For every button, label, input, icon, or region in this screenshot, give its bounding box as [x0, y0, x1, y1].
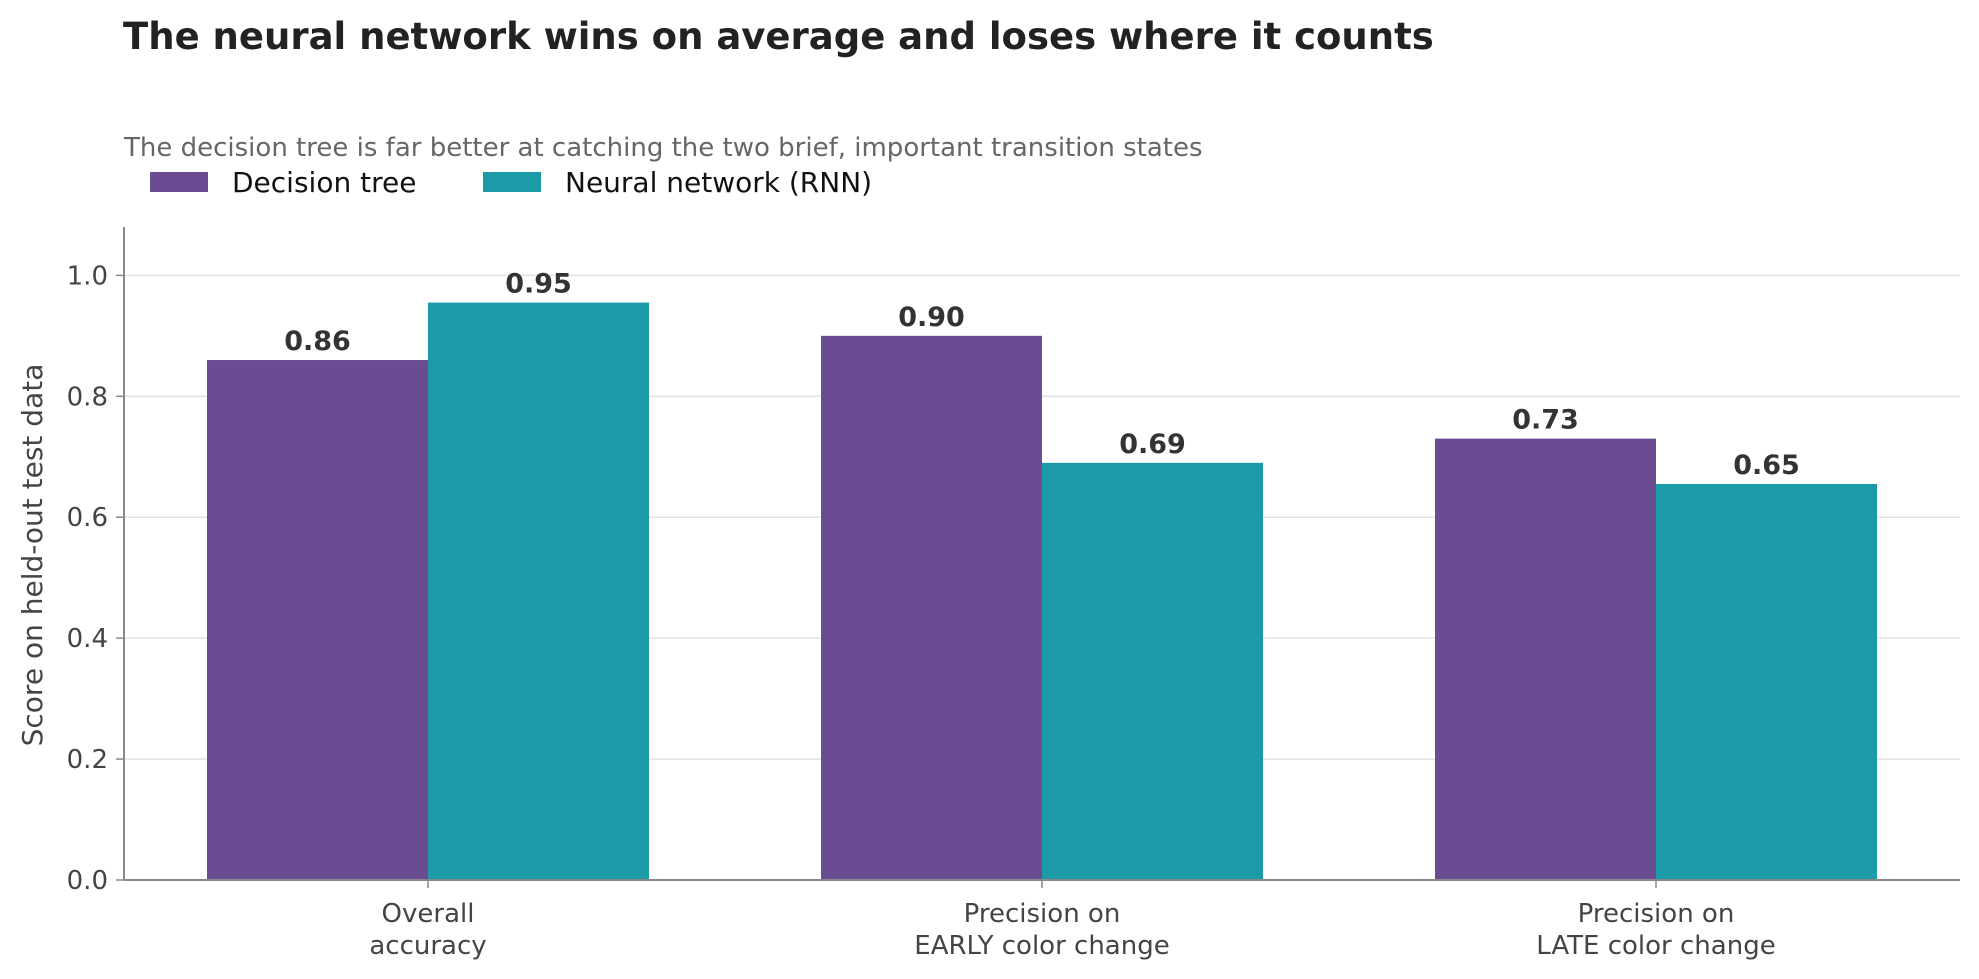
legend-label: Decision tree — [232, 166, 416, 199]
bar — [207, 360, 428, 880]
y-tick-label: 1.0 — [67, 261, 108, 291]
bar — [1042, 462, 1263, 880]
data-label: 0.65 — [1733, 450, 1800, 481]
legend-item: Neural network (RNN) — [483, 166, 872, 199]
chart-subtitle: The decision tree is far better at catch… — [123, 133, 1203, 163]
x-tick-label: LATE color change — [1536, 931, 1775, 961]
legend-label: Neural network (RNN) — [565, 166, 872, 199]
data-label: 0.69 — [1119, 429, 1186, 460]
data-labels: 0.86 0.90 0.73 0.95 0.69 0.65 — [284, 269, 1800, 481]
y-axis-ticks: 0.0 0.2 0.4 0.6 0.8 1.0 — [67, 261, 124, 896]
y-tick-label: 0.6 — [67, 503, 108, 533]
y-tick-label: 0.0 — [67, 866, 108, 896]
x-tick-label: accuracy — [369, 931, 486, 961]
bar — [821, 335, 1042, 880]
y-tick-label: 0.8 — [67, 382, 108, 412]
legend-swatch — [483, 172, 541, 192]
legend-item: Decision tree — [150, 166, 416, 199]
x-tick-label: Precision on — [964, 899, 1121, 929]
legend: Decision tree Neural network (RNN) — [150, 166, 872, 199]
x-tick-label: EARLY color change — [914, 931, 1169, 961]
y-tick-label: 0.2 — [67, 745, 108, 775]
x-tick-label: Precision on — [1578, 899, 1735, 929]
bar — [428, 302, 649, 880]
data-label: 0.95 — [505, 269, 572, 300]
x-tick-label: Overall — [382, 899, 475, 929]
y-axis-label: Score on held-out test data — [16, 364, 49, 747]
data-label: 0.86 — [284, 326, 351, 357]
data-label: 0.73 — [1512, 405, 1579, 436]
data-label: 0.90 — [898, 302, 965, 333]
bar — [1435, 438, 1656, 880]
chart-title: The neural network wins on average and l… — [123, 15, 1434, 58]
legend-swatch — [150, 172, 208, 192]
bars — [207, 302, 1877, 880]
y-tick-label: 0.4 — [67, 624, 108, 654]
bar — [1656, 483, 1877, 880]
